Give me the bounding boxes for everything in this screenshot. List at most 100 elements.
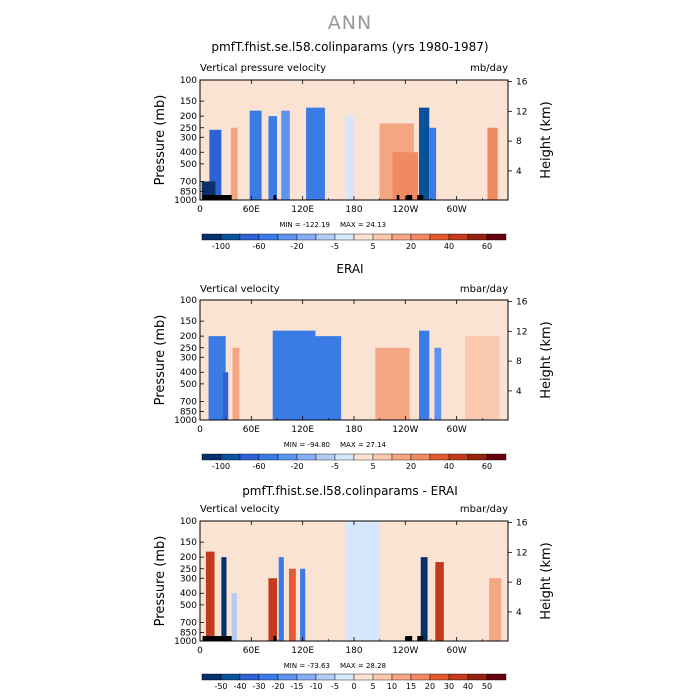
colorbar-box bbox=[334, 673, 355, 681]
heatmap-panel-3: 0 60E 120E 180 120W 60W1001502002503004005007… bbox=[153, 517, 554, 691]
height-tick-label: 12 bbox=[516, 107, 527, 117]
contour-cell bbox=[345, 116, 354, 200]
colorbar-label: 60 bbox=[482, 462, 492, 471]
colorbar-box bbox=[486, 233, 507, 241]
y-tick-label: 300 bbox=[180, 574, 197, 584]
panel-title: ERAI bbox=[336, 262, 364, 276]
y-tick-label: 300 bbox=[180, 133, 197, 143]
y-tick-label: 150 bbox=[180, 97, 197, 107]
colorbar-box bbox=[296, 453, 317, 461]
colorbar-box bbox=[296, 233, 317, 241]
y-tick-label: 400 bbox=[180, 368, 197, 378]
height-tick-label: 4 bbox=[516, 167, 522, 177]
colorbar-label: -10 bbox=[309, 682, 322, 691]
colorbar-box bbox=[429, 453, 450, 461]
x-tick-label: 120E bbox=[291, 205, 314, 215]
y-tick-label: 700 bbox=[180, 618, 197, 628]
y-tick-label: 700 bbox=[180, 177, 197, 187]
panel-units: mb/day bbox=[470, 63, 508, 74]
contour-cell bbox=[221, 557, 227, 641]
colorbar-label: 40 bbox=[444, 242, 454, 251]
field bbox=[200, 521, 508, 641]
colorbar-box bbox=[429, 233, 450, 241]
panel-model: pmfT.fhist.se.l58.colinparams (yrs 1980-… bbox=[0, 0, 700, 225]
colorbar-box bbox=[220, 453, 241, 461]
y-tick-label: 700 bbox=[180, 397, 197, 407]
panel-title: pmfT.fhist.se.l58.colinparams - ERAI bbox=[242, 484, 458, 498]
y-tick-label: 500 bbox=[180, 601, 197, 611]
height-tick-label: 12 bbox=[516, 548, 527, 558]
colorbar-box bbox=[239, 673, 260, 681]
missing-data-mask bbox=[417, 636, 424, 641]
contour-cell bbox=[434, 347, 442, 420]
height-tick-label: 8 bbox=[516, 357, 522, 367]
contour-cell bbox=[232, 347, 240, 420]
colorbar-label: 40 bbox=[444, 462, 454, 471]
y-tick-label: 150 bbox=[180, 317, 197, 327]
contour-cell bbox=[288, 568, 296, 641]
colorbar-label: 5 bbox=[370, 462, 375, 471]
y-tick-label: 1000 bbox=[174, 196, 197, 206]
contour-cell bbox=[209, 129, 222, 200]
height-tick-label: 16 bbox=[516, 78, 528, 88]
contour-cell bbox=[268, 116, 277, 200]
y-tick-label: 200 bbox=[180, 553, 197, 563]
colorbar-box bbox=[315, 673, 336, 681]
x-tick-label: 0 bbox=[197, 425, 203, 435]
colorbar-box bbox=[334, 453, 355, 461]
y-tick-label: 200 bbox=[180, 332, 197, 342]
colorbar-box bbox=[201, 453, 222, 461]
colorbar-box bbox=[277, 673, 298, 681]
colorbar-box bbox=[239, 233, 260, 241]
contour-cell bbox=[429, 127, 437, 200]
y-tick-label: 200 bbox=[180, 112, 197, 122]
panel-difference: pmfT.fhist.se.l58.colinparams - ERAI Ver… bbox=[0, 0, 700, 515]
colorbar-label: -20 bbox=[290, 242, 303, 251]
y-axis-label-right: Height (km) bbox=[539, 542, 554, 619]
contour-cell bbox=[392, 152, 419, 200]
x-tick-label: 180 bbox=[345, 646, 362, 656]
height-tick-label: 4 bbox=[516, 387, 522, 397]
colorbar-box bbox=[220, 673, 241, 681]
colorbar-box bbox=[372, 233, 393, 241]
colorbar-label: -5 bbox=[331, 462, 339, 471]
colorbar-box bbox=[334, 233, 355, 241]
x-tick-label: 60W bbox=[446, 205, 466, 215]
y-tick-label: 500 bbox=[180, 160, 197, 170]
colorbar-label: -20 bbox=[271, 682, 284, 691]
colorbar-box bbox=[315, 233, 336, 241]
colorbar-label: -30 bbox=[252, 682, 265, 691]
height-tick-label: 4 bbox=[516, 608, 522, 618]
colorbar-label: -60 bbox=[252, 462, 265, 471]
field-background bbox=[200, 300, 508, 420]
missing-data-mask bbox=[405, 636, 413, 641]
colorbar-box bbox=[391, 233, 412, 241]
colorbar-box bbox=[467, 233, 488, 241]
panel-units: mbar/day bbox=[459, 284, 508, 295]
missing-data-mask bbox=[396, 195, 400, 200]
colorbar-box bbox=[315, 453, 336, 461]
colorbar-label: 15 bbox=[406, 682, 416, 691]
colorbar-box bbox=[429, 673, 450, 681]
min-label: MIN = -94.80 bbox=[284, 441, 330, 449]
contour-cell bbox=[306, 107, 325, 200]
missing-data-mask bbox=[406, 195, 413, 200]
missing-data-mask bbox=[202, 195, 232, 200]
contour-cell bbox=[300, 568, 306, 641]
x-tick-label: 60E bbox=[243, 425, 260, 435]
x-tick-label: 0 bbox=[197, 646, 203, 656]
min-label: MIN = -73.63 bbox=[284, 662, 330, 670]
y-axis-label: Pressure (mb) bbox=[153, 536, 168, 627]
max-label: MAX = 27.14 bbox=[340, 441, 387, 449]
colorbar-label: -100 bbox=[212, 242, 230, 251]
colorbar: -100 -60 -20 -5 5 20 40 60 bbox=[201, 453, 507, 471]
colorbar-box bbox=[353, 233, 374, 241]
colorbar-box bbox=[296, 673, 317, 681]
y-tick-label: 400 bbox=[180, 589, 197, 599]
contour-cell bbox=[268, 578, 277, 641]
colorbar: -50 -40 -30 -20 -15 -10 -5 0 5 10 15 20 30 40 50 bbox=[201, 673, 507, 691]
contour-cell bbox=[435, 562, 444, 641]
height-tick-label: 8 bbox=[516, 578, 522, 588]
